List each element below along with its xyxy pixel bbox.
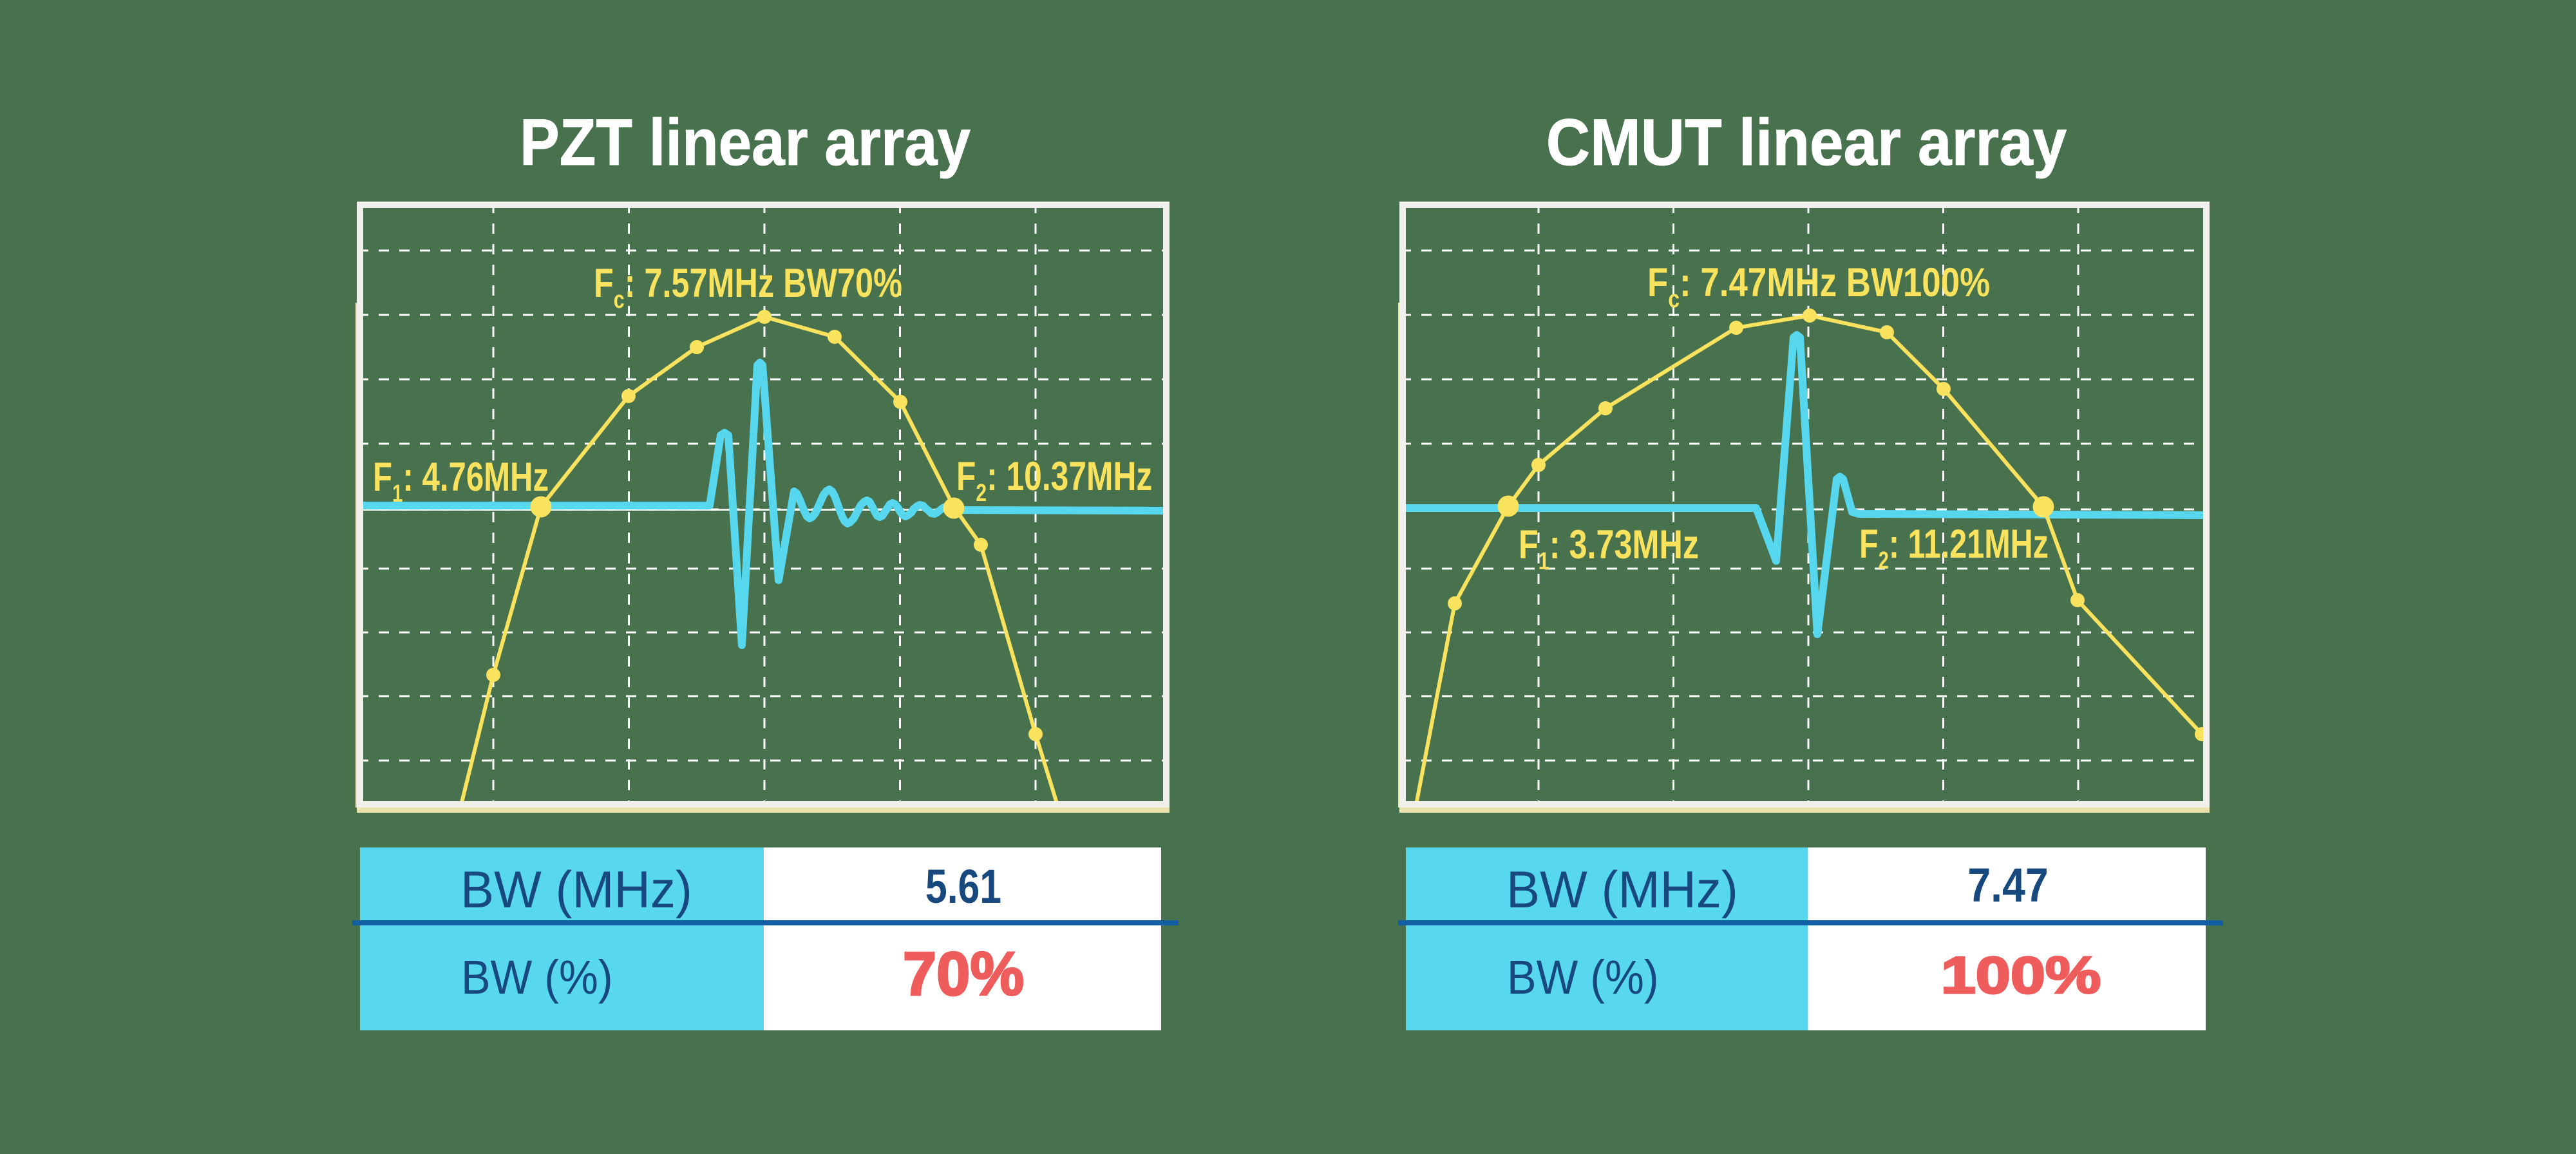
svg-text:100%: 100% [1941, 946, 2101, 1005]
svg-text:BW (MHz): BW (MHz) [460, 860, 692, 919]
svg-text:BW (%): BW (%) [461, 951, 613, 1005]
svg-text:5.61: 5.61 [925, 860, 1001, 913]
svg-text:CMUT linear array: CMUT linear array [1546, 106, 2067, 179]
svg-text:Fc: 7.57MHz BW70%: Fc: 7.57MHz BW70% [594, 261, 902, 314]
svg-text:F1: 4.76MHz: F1: 4.76MHz [373, 454, 549, 507]
svg-text:BW (MHz): BW (MHz) [1506, 860, 1738, 919]
svg-text:F2: 11.21MHz: F2: 11.21MHz [1859, 521, 2049, 574]
svg-text:Fc: 7.47MHz BW100%: Fc: 7.47MHz BW100% [1647, 260, 1990, 313]
svg-text:F2: 10.37MHz: F2: 10.37MHz [956, 455, 1152, 507]
svg-text:BW (%): BW (%) [1507, 951, 1659, 1005]
svg-text:70%: 70% [903, 940, 1024, 1008]
svg-text:7.47: 7.47 [1967, 858, 2048, 912]
svg-text:PZT linear array: PZT linear array [520, 106, 971, 179]
